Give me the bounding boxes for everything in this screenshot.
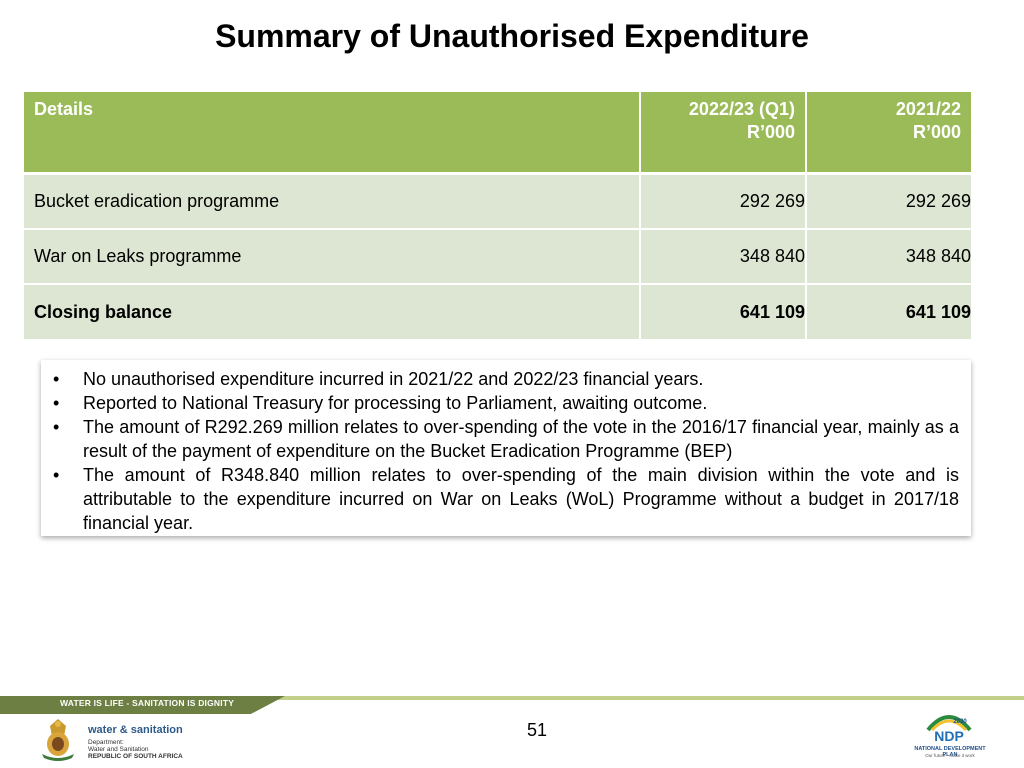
ndp-name: NATIONAL DEVELOPMENT PLAN: [914, 746, 986, 758]
dept-subtitle: Department: Water and Sanitation REPUBLI…: [88, 739, 183, 760]
row-value-2021-22: 641 109: [806, 283, 971, 339]
page-number: 51: [526, 720, 548, 740]
row-label: Bucket eradication programme: [24, 173, 641, 229]
table-header-row: Details 2022/23 (Q1) R’000 2021/22 R’000: [24, 92, 971, 172]
row-label: War on Leaks programme: [24, 228, 641, 284]
bullet-icon: •: [53, 417, 60, 437]
ndp-year: 2030: [953, 719, 967, 725]
list-item: • No unauthorised expenditure incurred in…: [53, 367, 959, 391]
dept-name: water & sanitation: [88, 724, 183, 736]
header-2022-23: 2022/23 (Q1) R’000: [640, 92, 807, 172]
row-value-2021-22: 292 269: [806, 173, 971, 229]
row-label: Closing balance: [24, 283, 641, 339]
list-item: • Reported to National Treasury for proce…: [53, 391, 959, 415]
footer-divider: [0, 696, 1024, 700]
row-value-2021-22: 348 840: [806, 228, 971, 284]
list-item: • The amount of R348.840 million relates …: [53, 463, 959, 535]
row-value-2022-23: 292 269: [640, 173, 807, 229]
notes-box: • No unauthorised expenditure incurred in…: [41, 360, 971, 536]
bullet-icon: •: [53, 369, 60, 389]
dept-line-2: Water and Sanitation: [88, 746, 149, 753]
row-value-2022-23: 641 109: [640, 283, 807, 339]
notes-list: • No unauthorised expenditure incurred in…: [53, 367, 959, 535]
note-text: The amount of R292.269 million relates t…: [83, 417, 959, 461]
bullet-icon: •: [53, 465, 60, 485]
bullet-icon: •: [53, 393, 60, 413]
ndp-mark: NDP: [934, 728, 964, 744]
header-2021-22-unit: R’000: [912, 122, 961, 142]
footer-tagline: WATER IS LIFE - SANITATION IS DIGNITY: [60, 698, 235, 708]
note-text: No unauthorised expenditure incurred in …: [83, 369, 704, 389]
list-item: • The amount of R292.269 million relates …: [53, 415, 959, 463]
ndp-logo: NDP 2030 NATIONAL DEVELOPMENT PLAN Our f…: [910, 710, 990, 766]
expenditure-table: Details 2022/23 (Q1) R’000 2021/22 R’000…: [24, 92, 971, 339]
table-row: Bucket eradication programme 292 269 292…: [24, 173, 971, 229]
page-title: Summary of Unauthorised Expenditure: [215, 18, 809, 54]
footer-band: WATER IS LIFE - SANITATION IS DIGNITY: [0, 696, 1024, 714]
department-logo: water & sanitation Department: Water and…: [36, 716, 206, 764]
coat-of-arms-icon: [42, 719, 74, 761]
header-2022-23-unit: R’000: [746, 122, 795, 142]
row-value-2022-23: 348 840: [640, 228, 807, 284]
note-text: The amount of R348.840 million relates t…: [83, 465, 959, 533]
dept-line-1: Department:: [88, 739, 124, 746]
table-row: War on Leaks programme 348 840 348 840: [24, 228, 971, 284]
ndp-emblem-icon: NDP 2030: [926, 715, 972, 744]
dept-line-3: REPUBLIC OF SOUTH AFRICA: [88, 753, 183, 760]
footer-tagline-banner: WATER IS LIFE - SANITATION IS DIGNITY: [0, 696, 285, 714]
header-2022-23-period: 2022/23 (Q1): [688, 99, 795, 119]
table-row-total: Closing balance 641 109 641 109: [24, 283, 971, 339]
header-2021-22-period: 2021/22: [895, 99, 961, 119]
header-details: Details: [24, 92, 641, 172]
header-2021-22: 2021/22 R’000: [806, 92, 971, 172]
ndp-slogan: Our future - make it work: [925, 753, 975, 758]
note-text: Reported to National Treasury for proces…: [83, 393, 708, 413]
